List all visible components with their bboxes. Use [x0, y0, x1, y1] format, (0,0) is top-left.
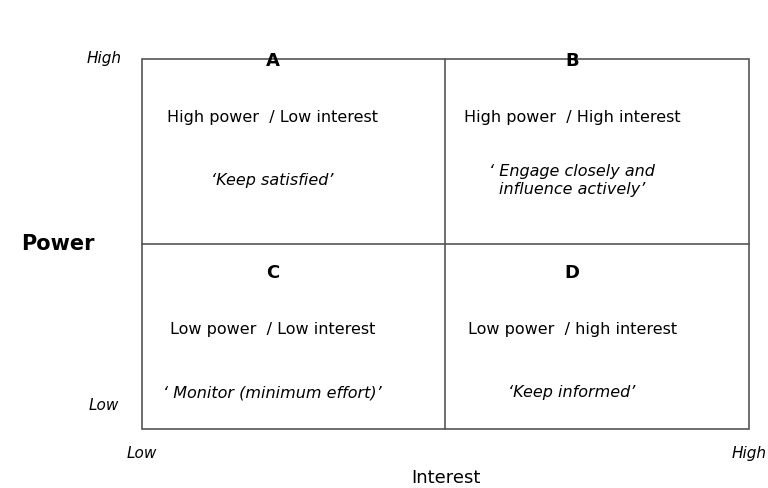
Text: B: B — [565, 52, 579, 70]
Text: High power  / High interest: High power / High interest — [464, 110, 680, 124]
Text: High power  / Low interest: High power / Low interest — [167, 110, 378, 124]
Text: ‘Keep informed’: ‘Keep informed’ — [508, 386, 636, 400]
FancyBboxPatch shape — [142, 59, 749, 429]
Text: High: High — [86, 51, 121, 66]
Text: A: A — [266, 52, 280, 70]
Text: High: High — [731, 447, 766, 461]
Text: ‘ Engage closely and
influence actively’: ‘ Engage closely and influence actively’ — [489, 164, 655, 197]
Text: D: D — [564, 264, 580, 282]
Text: Interest: Interest — [411, 469, 480, 487]
Text: ‘Keep satisfied’: ‘Keep satisfied’ — [211, 173, 334, 188]
Text: C: C — [266, 264, 280, 282]
Text: Low: Low — [88, 398, 119, 412]
Text: Low power  / high interest: Low power / high interest — [468, 322, 677, 337]
Text: Low: Low — [127, 447, 157, 461]
Text: ‘ Monitor (minimum effort)’: ‘ Monitor (minimum effort)’ — [164, 386, 382, 400]
Text: Power: Power — [21, 234, 94, 254]
Text: Low power  / Low interest: Low power / Low interest — [170, 322, 376, 337]
